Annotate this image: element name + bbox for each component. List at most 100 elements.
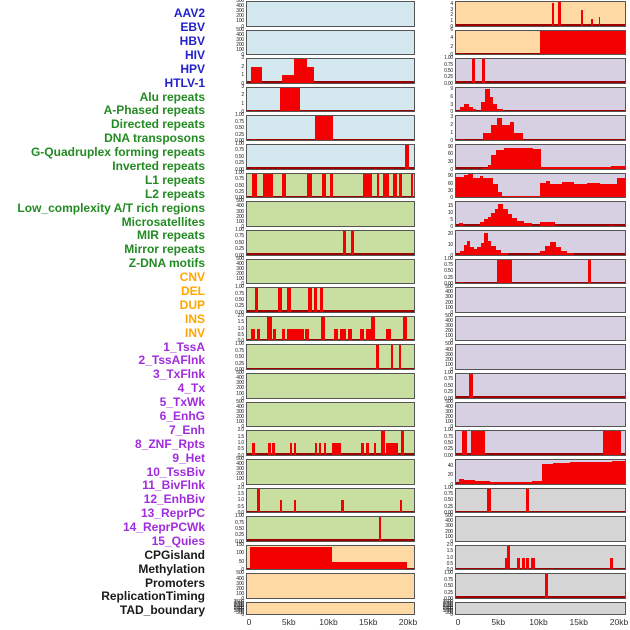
signal-bar: [542, 464, 554, 484]
signal-bar: [479, 222, 484, 226]
y-tick-label: 0.25: [444, 74, 453, 81]
y-tick-label: 0.75: [444, 490, 453, 497]
signal-bar: [609, 557, 614, 570]
y-tick-label: 500: [236, 198, 244, 205]
y-tick-label: 0.25: [235, 532, 244, 539]
signal-bar: [333, 328, 338, 341]
track-label-l1-repeats: L1 repeats: [144, 172, 205, 187]
plot-area: [247, 145, 414, 169]
baseline-signal: [456, 453, 625, 455]
y-tick-label: 500: [445, 398, 453, 405]
baseline-signal: [247, 510, 414, 513]
y-tick-label: 500: [236, 26, 244, 33]
signal-bar: [552, 3, 555, 26]
signal-bar: [510, 121, 515, 141]
y-axis-ticks: 500 400 300 200 100 0: [217, 456, 245, 487]
y-tick-label: 200: [445, 356, 453, 363]
signal-bar: [496, 109, 504, 112]
panel-mirror-repeats: 2.0 1.5 1.0 0.5 0.0: [238, 485, 415, 515]
y-tick-label: 0.50: [444, 497, 453, 504]
track-label-hiv: HIV: [184, 47, 205, 62]
y-tick-label: 0.25: [235, 131, 244, 138]
y-tick-label: 500: [445, 512, 453, 519]
track-label-12-enhbiv: 12_EnhBiv: [143, 492, 205, 507]
plot-area: [456, 59, 625, 83]
signal-bar: [504, 147, 533, 169]
y-tick-label: 1.00: [235, 512, 244, 519]
track-label-hpv: HPV: [180, 61, 205, 76]
signal-bar: [293, 59, 308, 83]
y-axis-ticks: 1.00 0.75 0.50 0.25 0.00: [217, 342, 245, 373]
plot-area: [456, 545, 625, 570]
baseline-signal: [247, 453, 414, 455]
y-tick-label: 1: [450, 17, 453, 24]
signal-bar: [481, 102, 485, 112]
signal-bar: [386, 443, 399, 455]
y-tick-label: 0: [241, 80, 244, 87]
signal-bar: [403, 316, 408, 341]
y-tick-label: 500: [236, 570, 244, 577]
panel-g-quadruplex-forming-repeats: 1.00 0.75 0.50 0.25 0.00: [235, 284, 415, 315]
signal-bar: [458, 479, 465, 484]
signal-bar: [500, 252, 509, 255]
track-label-15-quies: 15_Quies: [151, 533, 205, 548]
y-tick-label: 300: [236, 465, 244, 472]
signal-bar: [609, 224, 614, 226]
signal-bar: [544, 245, 550, 255]
signal-bar: [491, 125, 497, 141]
signal-bar: [398, 173, 403, 198]
y-tick-label: 200: [445, 413, 453, 420]
plot-area: [247, 260, 414, 284]
track-label-3-txflnk: 3_TxFlnk: [152, 367, 205, 382]
y-tick-label: 50: [238, 558, 244, 565]
signal-bar: [511, 218, 517, 226]
y-tick-label: 400: [236, 260, 244, 267]
track-label-6-enhg: 6_EnhG: [159, 408, 205, 423]
signal-bar: [498, 203, 504, 226]
y-tick-label: 1.00: [235, 283, 244, 290]
y-tick-label: 500: [236, 609, 244, 616]
y-axis-ticks: 20 10 0: [426, 230, 454, 259]
y-axis-ticks: 90 60 30 0: [426, 173, 454, 201]
y-tick-label: 300: [236, 36, 244, 43]
signal-bar: [289, 443, 293, 455]
y-tick-label: 0: [450, 252, 453, 259]
plot-area: [247, 230, 414, 255]
y-tick-label: 0: [450, 366, 453, 373]
signal-bar: [507, 545, 511, 570]
y-axis-ticks: 1.00 0.75 0.50 0.25 0.00: [217, 227, 245, 258]
y-tick-label: 200: [236, 585, 244, 592]
y-tick-label: 0: [241, 51, 244, 58]
signal-bar: [267, 316, 273, 341]
y-tick-label: 3500: [233, 598, 245, 605]
panel-6-enhg: 15 10 5 0: [448, 201, 626, 229]
signal-bar: [472, 109, 477, 112]
baseline-signal: [247, 167, 414, 169]
signal-bar: [383, 173, 389, 198]
y-tick-label: 0.75: [235, 519, 244, 526]
y-tick-label: 0.75: [444, 261, 453, 268]
signal-bar: [318, 443, 322, 455]
y-tick-label: 0: [450, 109, 453, 116]
signal-bar: [532, 481, 543, 484]
baseline-signal: [456, 109, 625, 112]
y-tick-label: 0.5: [446, 560, 454, 567]
y-tick-label: 400: [236, 2, 244, 9]
y-tick-label: 0.00: [235, 166, 244, 173]
y-tick-label: 1: [241, 72, 244, 79]
signal-bar: [599, 183, 617, 198]
y-tick-label: 300: [445, 322, 453, 329]
y-tick-label: 100: [236, 418, 244, 425]
plot-area: [456, 288, 625, 312]
y-tick-label: 0.25: [444, 274, 453, 281]
y-tick-label: 15: [447, 202, 453, 209]
y-tick-label: 400: [445, 289, 453, 296]
y-tick-label: 0.50: [235, 182, 244, 189]
y-tick-label: 0.50: [235, 153, 244, 160]
y-axis-ticks: 1.00 0.75 0.50 0.25 0.00: [426, 485, 454, 516]
y-tick-label: 300: [236, 408, 244, 415]
y-tick-label: 1.00: [444, 369, 453, 376]
y-tick-label: 0.0: [237, 509, 245, 516]
